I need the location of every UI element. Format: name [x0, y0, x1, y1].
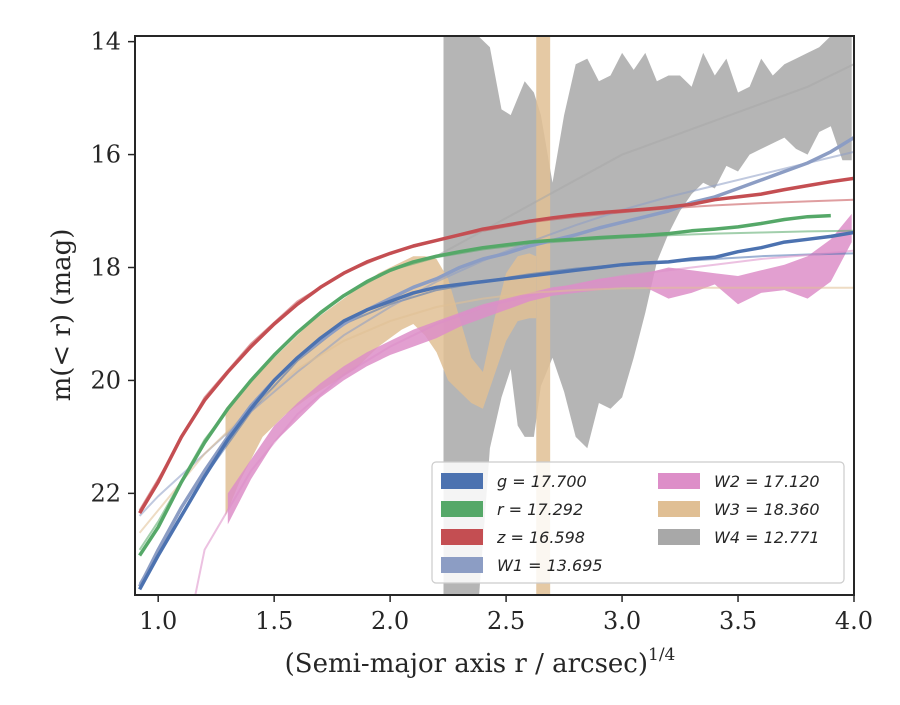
- series-group: [138, 36, 854, 595]
- legend: g = 17.700 r = 17.292 z = 16.598 W1 = 13.69…: [431, 461, 845, 584]
- legend-swatch: [658, 501, 700, 517]
- x-tick-label: 2.5: [487, 607, 525, 635]
- legend-swatch: [658, 473, 700, 489]
- profile-line-g: [138, 230, 854, 591]
- legend-swatch: [441, 529, 483, 545]
- legend-entry-label: z = 16.598: [496, 528, 585, 547]
- legend-entry-label: r = 17.292: [497, 500, 583, 519]
- legend-swatch: [441, 473, 483, 489]
- legend-swatch: [441, 501, 483, 517]
- y-tick-label: 18: [90, 254, 121, 282]
- legend-entry-label: W1 = 13.695: [497, 556, 603, 575]
- legend-entry-label: W3 = 18.360: [714, 500, 820, 519]
- x-tick-label: 4.0: [835, 607, 873, 635]
- legend-swatch: [658, 529, 700, 545]
- profile-line-r: [138, 213, 831, 557]
- y-tick-label: 22: [90, 479, 121, 507]
- x-tick-label: 3.5: [719, 607, 757, 635]
- x-tick-label: 2.0: [371, 607, 409, 635]
- x-axis-ticks: 1.0 1.5 2.0 2.5 3.0 3.5 4.0: [139, 595, 873, 635]
- plot-area: [138, 36, 854, 595]
- fit-line-w2: [194, 249, 854, 595]
- profile-line-z: [138, 176, 854, 515]
- x-tick-label: 1.5: [255, 607, 293, 635]
- x-axis-label: (Semi-major axis r / arcsec)1/4: [285, 645, 676, 679]
- x-axis-label-text: (Semi-major axis r / arcsec): [285, 649, 648, 679]
- x-axis-label-exponent: 1/4: [648, 645, 675, 665]
- plot-frame: [134, 35, 855, 596]
- y-axis-label: m(< r) (mag): [47, 229, 77, 402]
- x-tick-label: 1.0: [139, 607, 177, 635]
- legend-entry-label: W4 = 12.771: [714, 528, 820, 547]
- y-axis-ticks: 14 16 18 20 22: [90, 28, 135, 507]
- y-tick-label: 14: [90, 28, 121, 56]
- legend-frame: [431, 461, 845, 584]
- x-tick-label: 3.0: [603, 607, 641, 635]
- y-tick-label: 20: [90, 366, 121, 394]
- y-tick-label: 16: [90, 141, 121, 169]
- band-w3-spike: [536, 36, 551, 595]
- legend-swatch: [441, 557, 483, 573]
- fit-line-w4: [436, 63, 854, 258]
- legend-entry-label: W2 = 17.120: [714, 472, 820, 491]
- legend-entry-label: g = 17.700: [497, 472, 587, 491]
